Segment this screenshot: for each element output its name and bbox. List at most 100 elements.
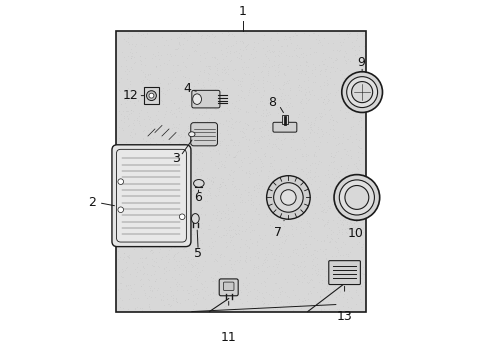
Point bbox=[237, 84, 244, 89]
Point bbox=[305, 89, 312, 94]
Point bbox=[204, 33, 212, 39]
Point bbox=[167, 174, 175, 180]
Point bbox=[230, 142, 238, 148]
Point bbox=[126, 220, 134, 225]
Point bbox=[299, 251, 307, 257]
Point bbox=[207, 177, 215, 183]
Point bbox=[267, 35, 275, 41]
Point bbox=[298, 216, 306, 222]
Point bbox=[253, 64, 261, 69]
Point bbox=[296, 166, 304, 172]
Point bbox=[200, 84, 207, 90]
Point bbox=[327, 153, 335, 158]
Point bbox=[207, 78, 215, 84]
Point bbox=[356, 115, 364, 121]
Point bbox=[149, 238, 157, 243]
Point bbox=[138, 259, 146, 265]
Point bbox=[152, 175, 160, 181]
Point bbox=[211, 33, 219, 39]
Point bbox=[207, 154, 215, 159]
Point bbox=[354, 68, 362, 74]
Point bbox=[268, 231, 276, 237]
Point bbox=[348, 222, 356, 228]
Point bbox=[123, 306, 131, 312]
Point bbox=[357, 55, 365, 60]
Point bbox=[307, 176, 315, 182]
Point bbox=[264, 127, 271, 133]
Point bbox=[297, 207, 305, 213]
Point bbox=[165, 236, 173, 242]
Point bbox=[278, 44, 285, 49]
Point bbox=[266, 93, 274, 99]
Point bbox=[339, 97, 346, 103]
Point bbox=[122, 267, 129, 273]
Point bbox=[323, 194, 330, 199]
Point bbox=[316, 113, 324, 119]
Point bbox=[159, 90, 167, 96]
Point bbox=[195, 244, 203, 250]
Point bbox=[336, 199, 344, 205]
Point bbox=[297, 88, 305, 94]
Point bbox=[342, 90, 350, 95]
FancyBboxPatch shape bbox=[282, 115, 287, 124]
Point bbox=[325, 106, 333, 112]
Point bbox=[136, 165, 144, 171]
Point bbox=[359, 63, 366, 69]
Point bbox=[293, 32, 301, 38]
Point bbox=[314, 124, 322, 130]
Point bbox=[212, 71, 220, 77]
Point bbox=[146, 205, 154, 211]
Point bbox=[230, 183, 238, 189]
Point bbox=[247, 240, 255, 246]
Point bbox=[120, 251, 127, 256]
Point bbox=[285, 170, 293, 176]
Point bbox=[291, 45, 299, 51]
Point bbox=[213, 165, 221, 171]
Point bbox=[135, 226, 142, 231]
Point bbox=[230, 154, 238, 160]
Point bbox=[309, 256, 317, 262]
Point bbox=[215, 188, 223, 194]
Point bbox=[260, 186, 268, 192]
Point bbox=[352, 165, 360, 171]
Point bbox=[224, 32, 232, 38]
Point bbox=[291, 53, 299, 58]
Point bbox=[204, 226, 212, 232]
Point bbox=[218, 94, 226, 100]
Point bbox=[329, 185, 337, 191]
Point bbox=[312, 49, 320, 55]
Point bbox=[292, 165, 300, 171]
Point bbox=[153, 204, 161, 210]
Point bbox=[126, 99, 134, 104]
Point bbox=[183, 211, 191, 217]
Point bbox=[284, 254, 292, 260]
Point bbox=[280, 136, 287, 142]
Point bbox=[323, 217, 331, 223]
Point bbox=[237, 163, 244, 169]
Point bbox=[254, 289, 262, 295]
Point bbox=[118, 189, 126, 195]
Point bbox=[115, 234, 123, 240]
Point bbox=[331, 173, 339, 179]
Point bbox=[125, 111, 133, 117]
Point bbox=[337, 81, 345, 87]
Point bbox=[309, 151, 317, 157]
Point bbox=[328, 126, 336, 132]
Point bbox=[350, 260, 358, 266]
Point bbox=[143, 185, 151, 191]
Point bbox=[293, 146, 301, 152]
Point bbox=[115, 124, 123, 130]
Point bbox=[137, 284, 145, 289]
Point bbox=[346, 274, 354, 280]
Point bbox=[227, 294, 235, 300]
Point bbox=[269, 170, 277, 176]
Point bbox=[195, 111, 203, 116]
Point bbox=[353, 166, 361, 171]
Text: 10: 10 bbox=[347, 227, 363, 240]
Point bbox=[131, 59, 139, 65]
Point bbox=[134, 98, 142, 104]
Point bbox=[333, 87, 341, 93]
Point bbox=[149, 249, 157, 255]
Point bbox=[311, 254, 319, 260]
Point bbox=[296, 259, 304, 265]
